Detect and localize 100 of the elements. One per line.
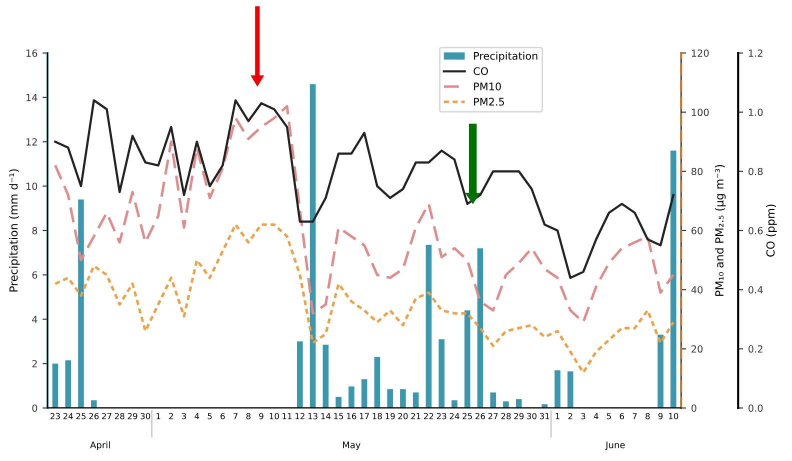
bar: [554, 370, 560, 408]
y-tick-label: 10: [26, 182, 38, 190]
x-tick-label: 12: [296, 412, 304, 420]
y2-tick-label: 20: [692, 345, 703, 353]
bar: [336, 396, 342, 408]
x-tick-label: 30: [140, 412, 150, 420]
y3-tick-label: 0.6: [748, 226, 763, 234]
legend-label: CO: [474, 67, 488, 76]
legend-label: Precipitation: [474, 52, 538, 62]
line-series: [54, 105, 675, 324]
legend-label: PM10: [474, 82, 501, 90]
bar: [426, 244, 432, 408]
text: May: [342, 442, 361, 450]
y3-tick-label: 1.0: [748, 108, 763, 116]
x-tick-label: 10: [270, 412, 279, 420]
x-tick-label: 5: [208, 413, 212, 420]
x-tick-label: 24: [450, 412, 460, 420]
bar: [78, 199, 84, 408]
bar: [361, 379, 368, 408]
x-tick-label: 23: [436, 412, 446, 420]
y2-tick-label: 100: [692, 108, 709, 116]
x-tick-label: 28: [114, 412, 124, 420]
bar: [387, 389, 393, 408]
x-tick-label: 3: [182, 412, 186, 420]
bar: [310, 84, 316, 408]
bar: [464, 310, 470, 408]
bar: [412, 392, 419, 408]
x-tick-label: 8: [246, 412, 250, 420]
y3-tick-label: 0.8: [748, 168, 763, 176]
y-axis-title: Precipitation (mm d⁻¹): [9, 169, 20, 292]
y-tick-label: 6: [32, 271, 38, 279]
y2-tick-label: 40: [691, 286, 703, 294]
bar: [52, 364, 58, 408]
x-tick-label: 13: [308, 412, 318, 420]
bar: [322, 344, 329, 408]
bar: [490, 392, 496, 408]
x-tick-label: 11: [282, 413, 292, 420]
x-tick-label: 19: [386, 412, 395, 420]
bar: [516, 399, 522, 408]
bar: [65, 360, 72, 408]
bar: [503, 401, 509, 408]
text: April: [90, 441, 110, 450]
x-tick-label: 6: [220, 412, 225, 420]
x-tick-label: 15: [334, 413, 344, 420]
bar: [400, 389, 406, 408]
x-tick-label: 22: [424, 412, 434, 420]
x-tick-label: 3: [581, 412, 586, 420]
text: June: [605, 442, 625, 450]
x-tick-label: 26: [89, 412, 99, 420]
x-tick-label: 31: [540, 412, 550, 420]
x-tick-label: 25: [76, 412, 86, 420]
bar: [438, 339, 444, 408]
line-series: [54, 99, 675, 279]
x-tick-label: 5: [606, 413, 611, 420]
x-tick-label: 30: [527, 412, 536, 420]
x-tick-label: 23: [50, 412, 60, 420]
bar: [670, 150, 676, 408]
line-series: [54, 223, 675, 374]
bar: [90, 400, 97, 408]
x-tick-label: 26: [476, 412, 485, 420]
bar: [297, 341, 303, 408]
x-tick-label: 16: [347, 412, 356, 420]
y3-tick-label: 0.0: [748, 404, 763, 412]
x-tick-label: 2: [169, 412, 173, 420]
x-tick-label: 2: [568, 412, 572, 420]
y2-tick-label: 60: [692, 226, 703, 234]
x-tick-label: 1: [556, 413, 560, 420]
bar: [477, 248, 484, 408]
x-tick-label: 21: [411, 412, 420, 420]
legend-label: PM2.5: [474, 98, 504, 106]
bar: [542, 404, 548, 408]
x-tick-label: 29: [128, 412, 138, 420]
x-tick-label: 7: [234, 413, 238, 420]
y-tick-label: 12: [26, 138, 37, 146]
y-tick-label: 0: [32, 404, 38, 412]
x-tick-label: 18: [372, 412, 382, 420]
x-tick-label: 27: [488, 412, 498, 420]
x-tick-label: 8: [646, 412, 650, 420]
y-tick-label: 4: [32, 316, 38, 323]
x-tick-label: 28: [501, 412, 511, 420]
y3-tick-label: 0.2: [748, 345, 762, 353]
x-tick-label: 17: [360, 413, 369, 420]
x-tick-label: 4: [594, 413, 598, 420]
x-tick-label: 20: [398, 412, 408, 420]
bar: [374, 356, 380, 408]
x-tick-label: 25: [462, 412, 472, 420]
bar: [658, 334, 664, 408]
x-tick-label: 24: [63, 412, 73, 420]
x-tick-label: 27: [102, 412, 112, 420]
y3-tick-label: 1.2: [748, 49, 762, 57]
x-tick-label: 7: [632, 413, 637, 420]
y-tick-label: 16: [26, 49, 38, 57]
x-tick-label: 4: [194, 413, 200, 420]
y2-axis-title: PM₁₀ and PM₂.₅ (µg m⁻³): [714, 165, 726, 296]
x-tick-label: 10: [669, 412, 678, 420]
bar: [567, 371, 574, 408]
x-tick-label: 9: [658, 412, 663, 420]
y-tick-label: 8: [32, 226, 38, 234]
y2-tick-label: 120: [692, 49, 709, 57]
bar: [452, 400, 458, 408]
